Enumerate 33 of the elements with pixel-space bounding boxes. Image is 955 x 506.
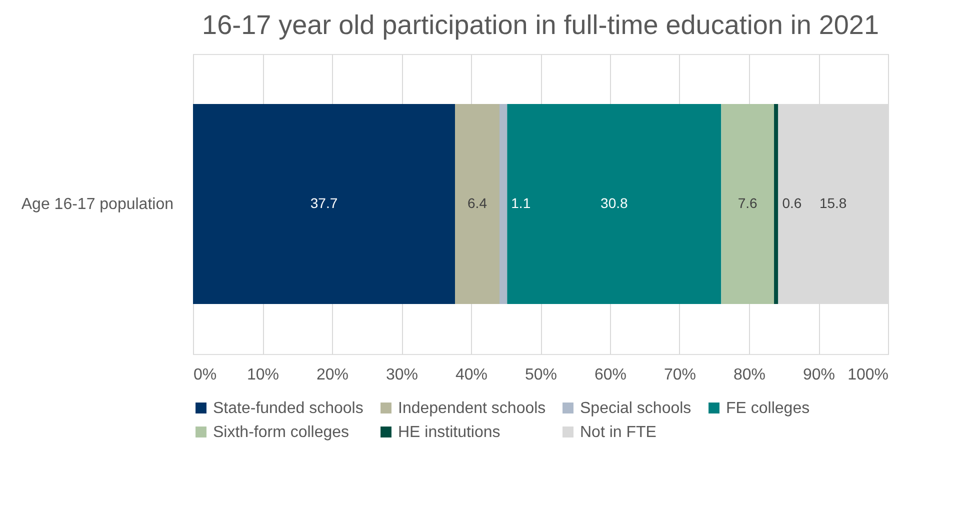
bar	[499, 104, 508, 304]
data-label: 6.4	[468, 195, 488, 211]
y-tick-label: Age 16-17 population	[21, 196, 174, 213]
x-tick-label: 10%	[246, 366, 280, 384]
legend-label: Sixth-form colleges	[213, 424, 350, 441]
legend-label: State-funded schools	[213, 400, 364, 417]
legend-label: Special schools	[580, 400, 692, 417]
x-tick-label: 100%	[848, 366, 888, 384]
data-label: 37.7	[310, 195, 338, 211]
data-label: 15.8	[819, 195, 847, 211]
x-tick-label: 90%	[802, 366, 836, 384]
bar	[721, 104, 774, 304]
x-tick-label: 80%	[733, 366, 766, 384]
bar	[455, 104, 500, 304]
x-tick-label: 40%	[455, 366, 488, 384]
x-tick-label: 70%	[664, 366, 696, 384]
data-label: 1.1	[511, 195, 531, 211]
bar	[507, 104, 722, 304]
bar	[193, 104, 456, 304]
x-tick-label: 20%	[316, 366, 349, 384]
x-tick-label: 60%	[594, 366, 627, 384]
chart-title: 16-17 year old participation in full-time education in 2021	[202, 10, 879, 40]
bar	[774, 104, 778, 304]
x-tick-label: 0%	[194, 366, 217, 384]
legend-label: FE colleges	[726, 400, 810, 417]
legend-label: Independent schools	[398, 400, 546, 417]
data-label: 0.6	[782, 195, 802, 211]
x-tick-label: 30%	[386, 366, 418, 384]
data-label: 7.6	[738, 195, 758, 211]
x-tick-label: 50%	[524, 366, 558, 384]
data-label: 30.8	[600, 195, 628, 211]
legend-label: HE institutions	[398, 424, 500, 441]
legend-label: Not in FTE	[580, 424, 656, 441]
